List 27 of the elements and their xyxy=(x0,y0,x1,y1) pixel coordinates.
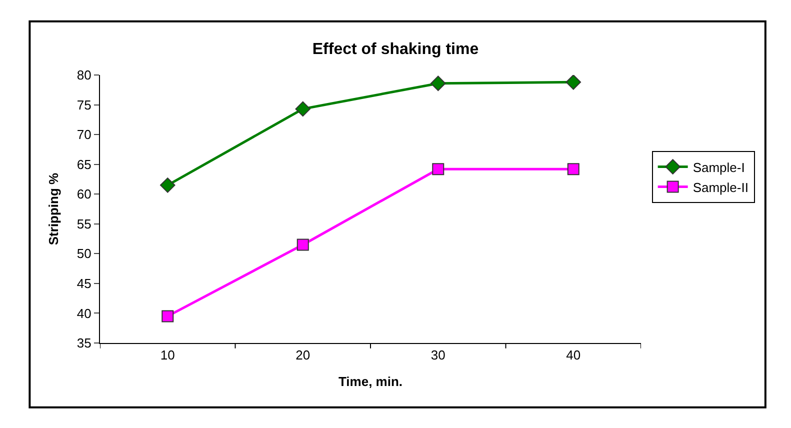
y-tick-label: 55 xyxy=(76,216,92,232)
y-tick-label: 75 xyxy=(76,97,92,112)
y-axis-title: Stripping % xyxy=(46,172,61,246)
point xyxy=(162,310,174,322)
y-tick-label: 40 xyxy=(76,306,92,321)
chart-title: Effect of shaking time xyxy=(312,41,479,58)
point xyxy=(432,163,444,176)
legend-label: Sample-I xyxy=(692,160,745,175)
x-tick-label: 20 xyxy=(296,348,310,363)
x-tick-label: 40 xyxy=(566,348,581,363)
legend-label: Sample-II xyxy=(692,180,748,195)
point xyxy=(296,238,309,251)
point xyxy=(295,101,311,117)
point xyxy=(566,75,582,90)
y-tick-label: 60 xyxy=(76,186,92,202)
y-tick-label: 80 xyxy=(76,68,92,83)
x-tick-label: 10 xyxy=(160,348,175,363)
y-tick-label: 45 xyxy=(76,276,92,291)
y-tick-label: 35 xyxy=(76,336,92,351)
point xyxy=(430,76,446,91)
point xyxy=(160,178,176,193)
y-tick-label: 50 xyxy=(76,246,92,262)
point xyxy=(567,163,580,176)
y-tick-label: 70 xyxy=(76,127,92,142)
y-tick-label: 65 xyxy=(76,156,92,172)
x-tick-label: 30 xyxy=(430,348,446,363)
x-axis-title: Time, min. xyxy=(338,374,403,390)
